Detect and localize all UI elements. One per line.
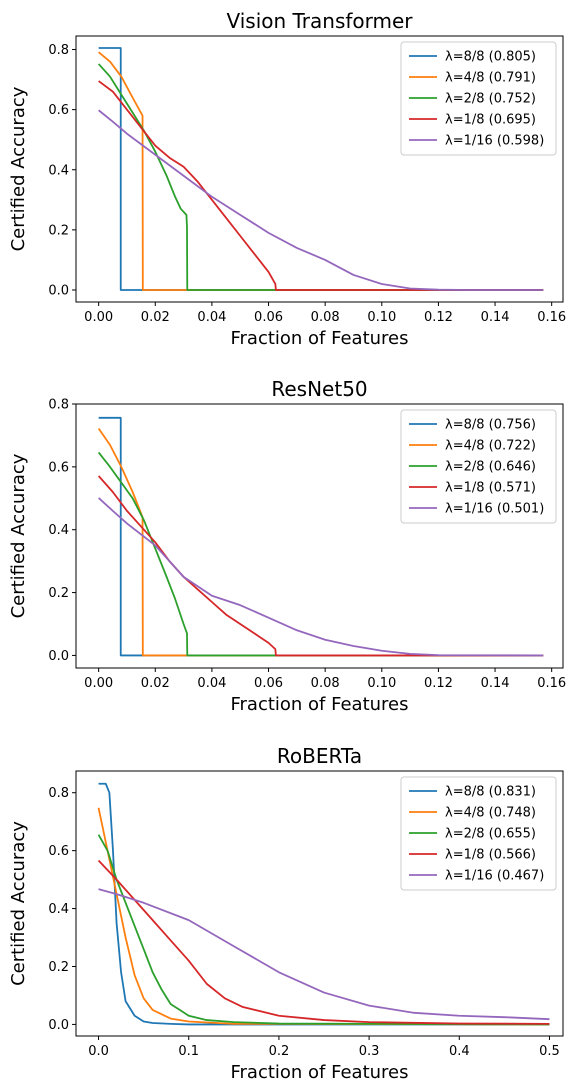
x-tick-label: 0.10 — [367, 310, 396, 325]
x-tick-label: 0.08 — [311, 676, 340, 691]
x-axis-label: Fraction of Features — [230, 1062, 408, 1083]
axes-frame — [75, 770, 564, 1037]
y-tick-label: 0.0 — [48, 1018, 69, 1033]
x-tick-label: 0.12 — [424, 310, 453, 325]
series-line-3 — [97, 859, 550, 1025]
y-tick-label: 0.6 — [48, 844, 69, 859]
x-tick-label: 0.1 — [178, 1044, 199, 1059]
x-tick-label: 0.16 — [537, 676, 566, 691]
legend-box — [400, 41, 557, 156]
x-tick-label: 0.2 — [269, 1044, 290, 1059]
legend-entry: λ=4/8 (0.722) — [445, 439, 536, 454]
x-tick-label: 0.02 — [141, 310, 170, 325]
x-tick-label: 0.16 — [537, 310, 566, 325]
y-axis-label: Certified Accuracy — [8, 86, 29, 251]
legend-entry: λ=1/16 (0.501) — [445, 502, 544, 517]
x-tick-label: 0.3 — [359, 1044, 380, 1059]
chart-panel-1: ResNet50 0.00 0.02 0.04 0.06 0.08 0.10 0.12 0.14… — [8, 377, 566, 715]
y-tick-label: 0.8 — [48, 398, 69, 413]
y-tick-label: 0.4 — [48, 902, 69, 917]
series-line-4 — [98, 497, 544, 657]
axes-frame — [75, 35, 564, 303]
x-tick-label: 0.04 — [197, 310, 226, 325]
y-tick-label: 0.2 — [48, 223, 69, 238]
x-axis-label: Fraction of Features — [230, 328, 408, 349]
legend-entry: λ=4/8 (0.748) — [445, 806, 536, 821]
y-tick-label: 0.4 — [48, 523, 69, 538]
legend-entry: λ=1/8 (0.571) — [445, 481, 536, 496]
series-line-3 — [97, 475, 544, 657]
y-tick-label: 0.8 — [48, 786, 69, 801]
series-line-2 — [97, 63, 544, 291]
y-tick-label: 0.0 — [48, 649, 69, 664]
legend-box — [400, 409, 557, 524]
x-tick-label: 0.00 — [84, 676, 113, 691]
legend-box — [400, 776, 557, 891]
legend-entry: λ=1/16 (0.598) — [445, 134, 544, 149]
axes-frame — [75, 403, 564, 669]
chart-title: ResNet50 — [271, 377, 367, 401]
x-tick-label: 0.10 — [367, 676, 396, 691]
chart-title: RoBERTa — [277, 744, 362, 768]
y-tick-label: 0.8 — [48, 43, 69, 58]
legend-entry: λ=1/8 (0.695) — [445, 113, 536, 128]
x-tick-label: 0.08 — [311, 310, 340, 325]
y-tick-label: 0.4 — [48, 163, 69, 178]
series-line-2 — [97, 834, 550, 1026]
series-line-1 — [98, 51, 544, 291]
y-tick-label: 0.2 — [48, 586, 69, 601]
y-tick-label: 0.6 — [48, 103, 69, 118]
legend-entry: λ=8/8 (0.756) — [445, 418, 536, 433]
x-tick-label: 0.04 — [197, 676, 226, 691]
y-tick-label: 0.6 — [48, 460, 69, 475]
x-tick-label: 0.06 — [254, 676, 283, 691]
x-tick-label: 0.5 — [539, 1044, 560, 1059]
x-tick-label: 0.14 — [481, 310, 510, 325]
x-tick-label: 0.02 — [141, 676, 170, 691]
legend-entry: λ=4/8 (0.791) — [445, 71, 536, 86]
chart-panel-2: RoBERTa 0.0 0.1 0.2 0.3 0.4 0.5 0.0 0.2 0.4 0.6 0.8… — [8, 744, 564, 1083]
x-axis-label: Fraction of Features — [230, 694, 408, 715]
y-axis-label: Certified Accuracy — [8, 453, 29, 618]
y-tick-label: 0.0 — [48, 283, 69, 298]
x-tick-label: 0.14 — [481, 676, 510, 691]
series-line-1 — [97, 807, 550, 1026]
series-line-0 — [98, 782, 550, 1026]
x-tick-label: 0.12 — [424, 676, 453, 691]
x-tick-label: 0.4 — [449, 1044, 470, 1059]
chart-title: Vision Transformer — [226, 9, 413, 33]
legend-entry: λ=8/8 (0.805) — [445, 50, 536, 65]
series-line-4 — [98, 109, 544, 291]
chart-panel-0: Vision Transformer 0.00 0.02 0.04 0.06 0.08 0.… — [8, 9, 566, 349]
series-line-2 — [97, 451, 544, 657]
y-axis-label: Certified Accuracy — [8, 821, 29, 986]
legend-entry: λ=2/8 (0.646) — [445, 460, 536, 475]
legend-entry: λ=2/8 (0.752) — [445, 92, 536, 107]
legend-entry: λ=2/8 (0.655) — [445, 827, 536, 842]
series-line-1 — [97, 427, 544, 657]
x-tick-label: 0.00 — [84, 310, 113, 325]
x-tick-label: 0.06 — [254, 310, 283, 325]
y-tick-label: 0.2 — [48, 960, 69, 975]
legend-entry: λ=8/8 (0.831) — [445, 785, 536, 800]
series-line-4 — [98, 888, 550, 1021]
legend-entry: λ=1/8 (0.566) — [445, 848, 536, 863]
legend-entry: λ=1/16 (0.467) — [445, 869, 544, 884]
x-tick-label: 0.0 — [88, 1044, 109, 1059]
